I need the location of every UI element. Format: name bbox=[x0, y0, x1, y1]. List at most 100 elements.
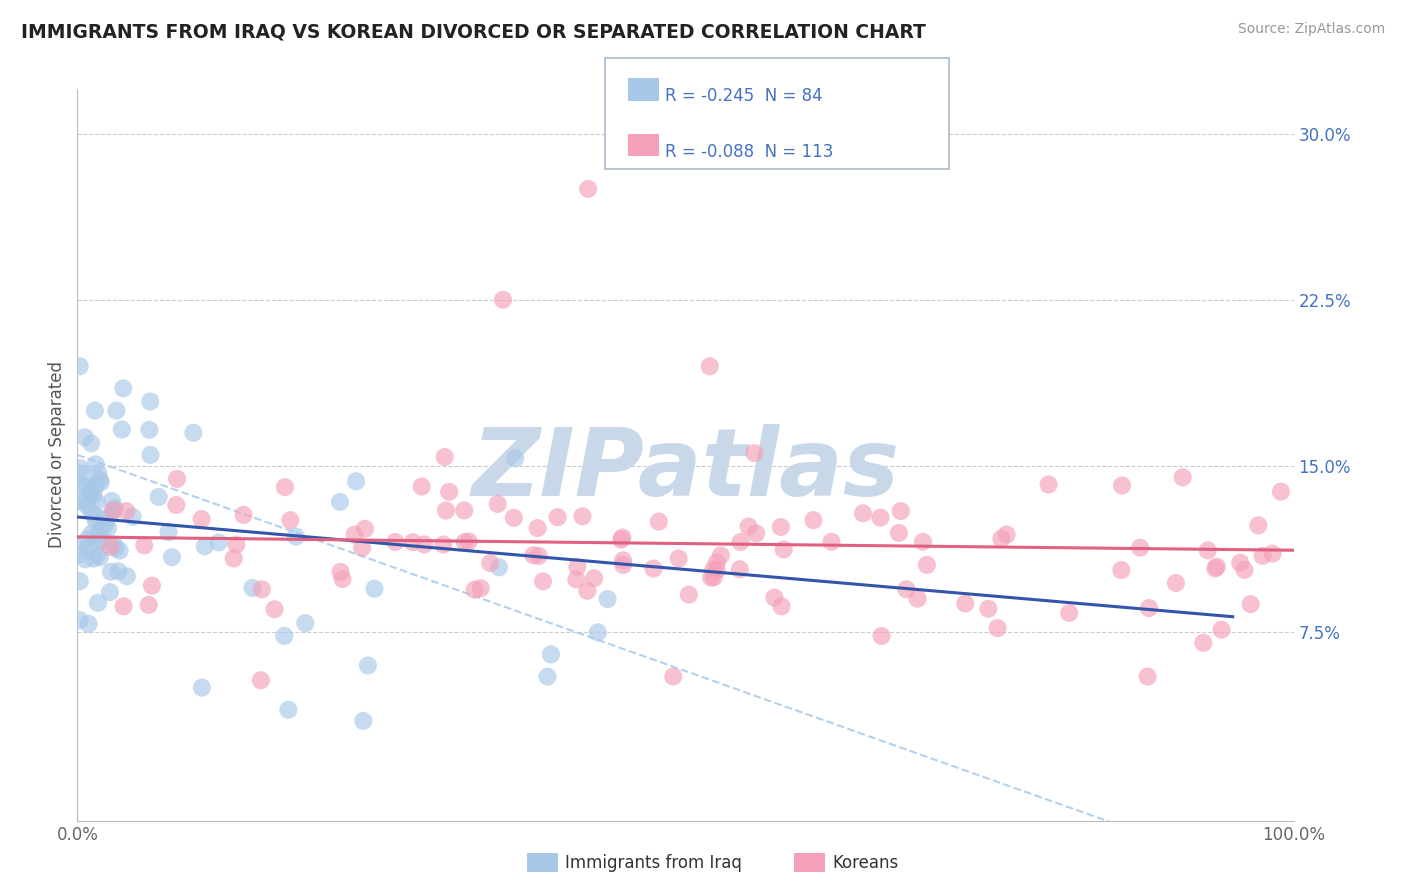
Point bbox=[1229, 556, 1251, 570]
Point bbox=[100, 540, 122, 554]
Point bbox=[87, 467, 110, 481]
Point bbox=[139, 448, 162, 462]
Point bbox=[79, 483, 101, 498]
Point bbox=[737, 519, 759, 533]
Point bbox=[83, 551, 105, 566]
Point bbox=[225, 538, 247, 552]
Point bbox=[191, 681, 214, 695]
Point bbox=[437, 484, 460, 499]
Point bbox=[502, 510, 524, 524]
Point bbox=[352, 714, 374, 728]
Point bbox=[83, 508, 105, 523]
Point bbox=[69, 477, 91, 491]
Point bbox=[453, 535, 475, 549]
Text: Koreans: Koreans bbox=[832, 854, 898, 871]
Point bbox=[547, 510, 569, 524]
Point bbox=[208, 535, 231, 549]
Point bbox=[112, 381, 135, 395]
Point bbox=[87, 526, 110, 541]
Point bbox=[565, 573, 588, 587]
Point bbox=[100, 565, 122, 579]
Point bbox=[457, 534, 479, 549]
Point bbox=[222, 551, 245, 566]
Point bbox=[280, 513, 302, 527]
Point bbox=[91, 533, 114, 547]
Point bbox=[343, 527, 366, 541]
Point bbox=[86, 495, 108, 509]
Point bbox=[190, 512, 212, 526]
Point bbox=[90, 475, 112, 490]
Point bbox=[157, 525, 180, 540]
Point bbox=[1204, 561, 1226, 575]
Point bbox=[83, 480, 105, 494]
Point bbox=[596, 592, 619, 607]
Point bbox=[273, 629, 295, 643]
Point bbox=[526, 521, 548, 535]
Point bbox=[911, 534, 934, 549]
Point bbox=[703, 570, 725, 584]
Point bbox=[107, 564, 129, 578]
Point bbox=[97, 521, 120, 535]
Point bbox=[1247, 518, 1270, 533]
Point bbox=[69, 547, 91, 561]
Point bbox=[769, 520, 792, 534]
Point bbox=[75, 552, 97, 566]
Point bbox=[1038, 477, 1060, 491]
Point bbox=[820, 534, 842, 549]
Point bbox=[1057, 606, 1080, 620]
Point bbox=[411, 479, 433, 493]
Point bbox=[540, 648, 562, 662]
Point bbox=[1136, 669, 1159, 683]
Point bbox=[728, 562, 751, 576]
Text: IMMIGRANTS FROM IRAQ VS KOREAN DIVORCED OR SEPARATED CORRELATION CHART: IMMIGRANTS FROM IRAQ VS KOREAN DIVORCED … bbox=[21, 22, 927, 41]
Point bbox=[111, 422, 134, 436]
Point bbox=[80, 436, 103, 450]
Point bbox=[730, 535, 752, 549]
Text: ZIPatlas: ZIPatlas bbox=[471, 424, 900, 516]
Point bbox=[803, 513, 825, 527]
Point bbox=[662, 669, 685, 683]
Point bbox=[1211, 623, 1233, 637]
Point bbox=[363, 582, 385, 596]
Point bbox=[285, 530, 308, 544]
Point bbox=[76, 479, 98, 493]
Point bbox=[1129, 541, 1152, 555]
Point bbox=[527, 549, 550, 563]
Point bbox=[80, 488, 103, 502]
Point bbox=[329, 565, 352, 579]
Point bbox=[1137, 601, 1160, 615]
Point bbox=[101, 503, 124, 517]
Point bbox=[104, 541, 127, 555]
Point bbox=[612, 558, 634, 572]
Point bbox=[86, 548, 108, 562]
Point bbox=[432, 537, 454, 551]
Point bbox=[770, 599, 793, 614]
Point bbox=[772, 542, 794, 557]
Point bbox=[434, 503, 457, 517]
Point bbox=[69, 461, 91, 475]
Point bbox=[869, 510, 891, 524]
Point bbox=[583, 571, 606, 585]
Point bbox=[77, 616, 100, 631]
Point bbox=[294, 616, 316, 631]
Point bbox=[413, 537, 436, 551]
Point bbox=[250, 673, 273, 688]
Point bbox=[141, 579, 163, 593]
Point bbox=[344, 474, 367, 488]
Point bbox=[354, 522, 377, 536]
Point bbox=[612, 531, 634, 545]
Point bbox=[567, 559, 589, 574]
Point bbox=[89, 550, 111, 565]
Point bbox=[763, 591, 786, 605]
Point bbox=[332, 572, 354, 586]
Point bbox=[955, 597, 977, 611]
Point bbox=[896, 582, 918, 597]
Point bbox=[80, 526, 103, 541]
Point bbox=[77, 541, 100, 555]
Point bbox=[612, 553, 634, 567]
Point bbox=[1251, 549, 1274, 563]
Point bbox=[194, 539, 217, 553]
Point bbox=[1111, 478, 1133, 492]
Point bbox=[488, 560, 510, 574]
Point bbox=[69, 359, 91, 374]
